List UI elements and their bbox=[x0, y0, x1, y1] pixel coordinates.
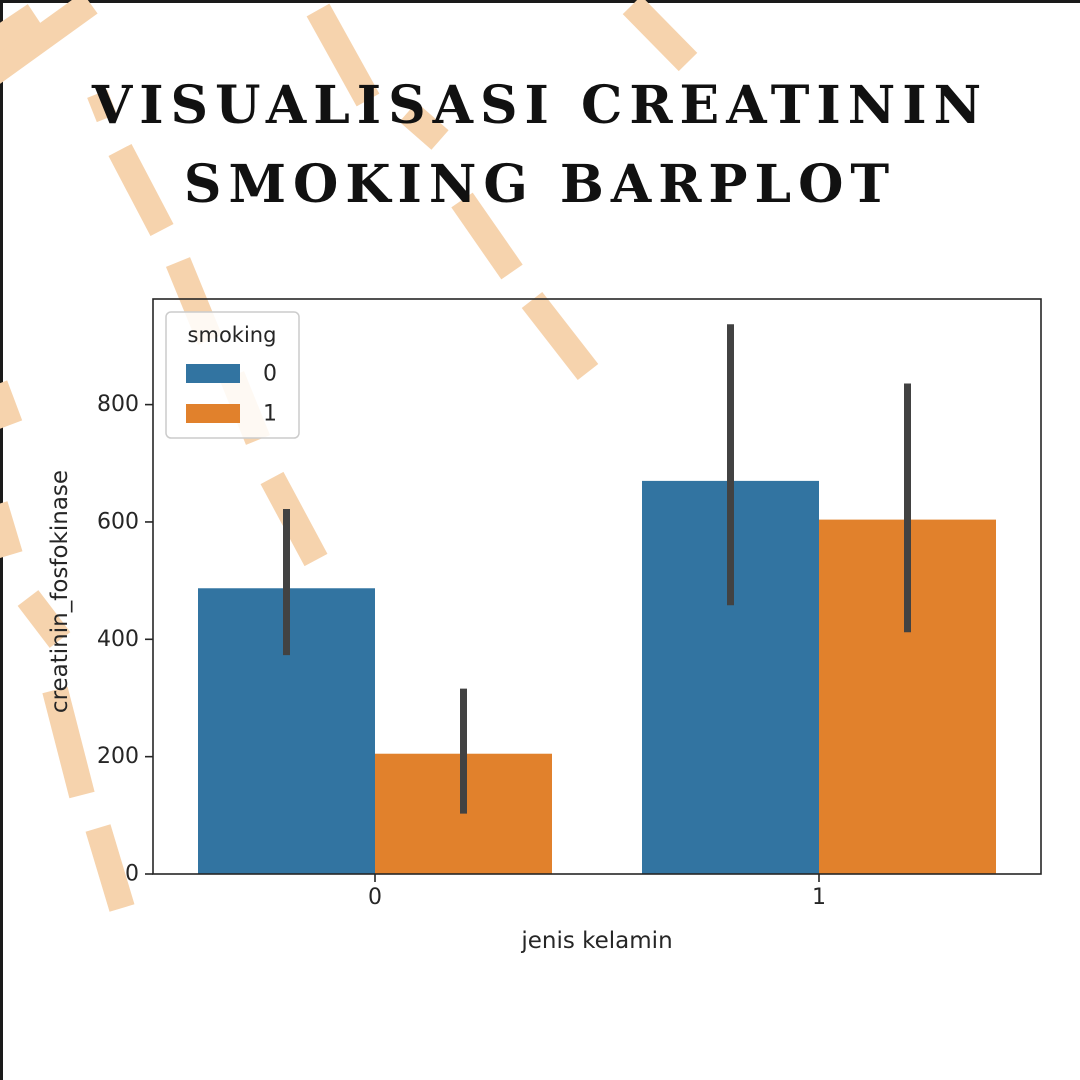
decor-stroke bbox=[622, 0, 698, 72]
axes-layer: 0 200 400 600 800 0 1 jenis kelamin creatinin_fo… bbox=[47, 298, 1042, 954]
x-tick-label: 0 bbox=[368, 885, 382, 910]
legend: smoking 0 1 bbox=[165, 311, 300, 439]
decor-stroke bbox=[17, 590, 71, 648]
plot-frame bbox=[152, 298, 1042, 875]
decor-stroke bbox=[260, 471, 328, 567]
x-axis-label: jenis kelamin bbox=[520, 928, 672, 954]
legend-label-smoking-0: 0 bbox=[263, 362, 277, 387]
y-tick-label: 200 bbox=[97, 744, 139, 769]
decor-stroke bbox=[0, 501, 23, 558]
legend-title: smoking bbox=[188, 323, 277, 347]
decor-stroke bbox=[0, 380, 23, 429]
decor-stroke bbox=[87, 89, 117, 123]
error-bars-layer bbox=[283, 324, 911, 814]
decor-stroke bbox=[0, 0, 98, 84]
y-tick-label: 400 bbox=[97, 627, 139, 652]
decor-stroke bbox=[451, 192, 523, 280]
x-tick-label: 1 bbox=[812, 885, 826, 910]
decor-stroke bbox=[42, 686, 95, 799]
y-tick-label: 800 bbox=[97, 392, 139, 417]
legend-swatch-smoking-1 bbox=[186, 404, 240, 423]
decor-stroke bbox=[306, 3, 380, 107]
legend-swatch-smoking-0 bbox=[186, 364, 240, 383]
bars-layer bbox=[198, 480, 996, 874]
y-axis-label: creatinin_fosfokinase bbox=[47, 470, 73, 713]
y-tick-label: 600 bbox=[97, 509, 139, 534]
decor-stroke bbox=[521, 292, 599, 380]
decor-stroke bbox=[0, 4, 43, 54]
y-tick-label: 0 bbox=[125, 862, 139, 887]
decor-stroke bbox=[399, 102, 449, 150]
title-line-1: VISUALISASI CREATININ bbox=[91, 75, 989, 136]
legend-label-smoking-1: 1 bbox=[263, 402, 277, 427]
page-title: VISUALISASI CREATININ SMOKING BARPLOT bbox=[0, 66, 1080, 224]
decor-stroke bbox=[108, 143, 174, 237]
title-line-2: SMOKING BARPLOT bbox=[183, 154, 897, 216]
decor-stroke bbox=[85, 824, 135, 912]
